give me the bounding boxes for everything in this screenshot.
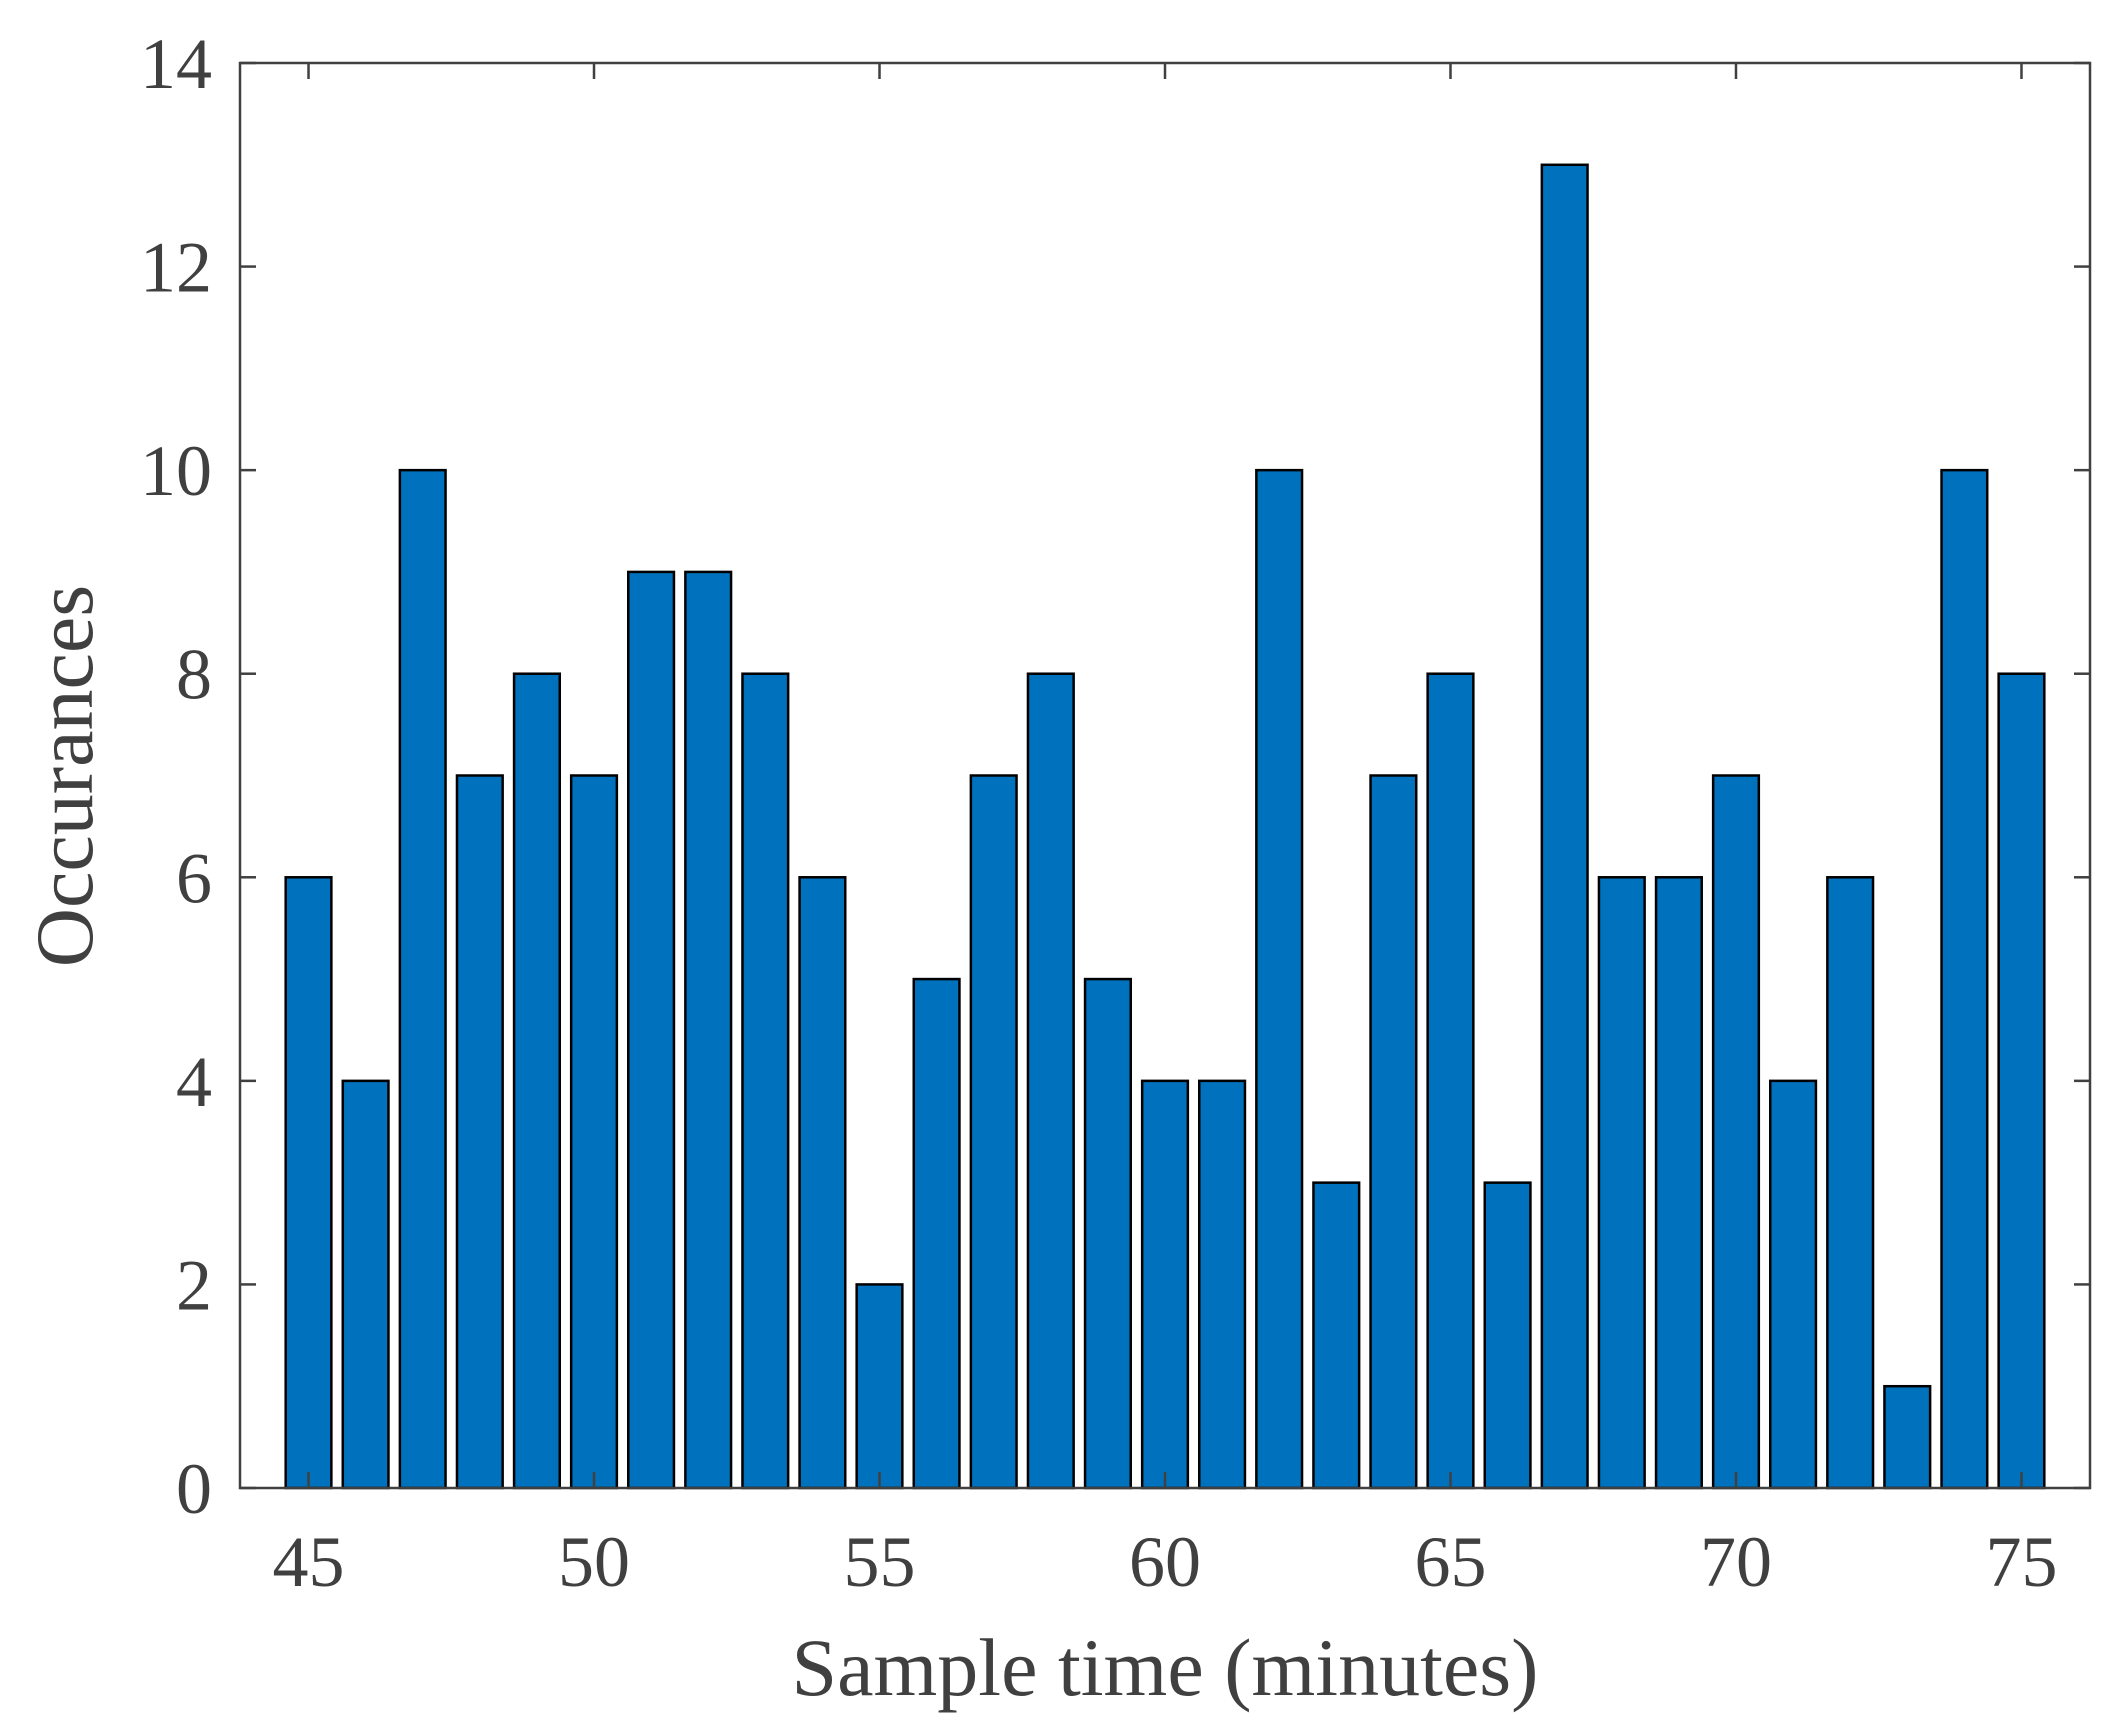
bar-66 bbox=[1483, 1181, 1532, 1490]
bar-71 bbox=[1768, 1079, 1818, 1490]
bar-68 bbox=[1597, 876, 1646, 1490]
bar-56 bbox=[912, 977, 961, 1490]
bar-67 bbox=[1540, 163, 1589, 1490]
x-tick-label-75: 75 bbox=[1985, 1522, 2057, 1602]
bar-47 bbox=[398, 468, 447, 1490]
x-tick-label-50: 50 bbox=[558, 1522, 630, 1602]
bar-65 bbox=[1426, 672, 1475, 1490]
ticks-group: 45 50 55 60 65 70 75 0 2 4 6 8 10 12 14 bbox=[140, 24, 2090, 1602]
bar-62 bbox=[1255, 468, 1304, 1490]
bar-55 bbox=[855, 1283, 904, 1490]
bar-46 bbox=[341, 1079, 390, 1490]
bar-72 bbox=[1826, 876, 1875, 1490]
bar-73 bbox=[1883, 1384, 1932, 1490]
x-tick-label-60: 60 bbox=[1129, 1522, 1201, 1602]
bar-50 bbox=[569, 774, 619, 1490]
x-tick-label-55: 55 bbox=[844, 1522, 916, 1602]
x-tick-label-65: 65 bbox=[1414, 1522, 1486, 1602]
bar-51 bbox=[627, 570, 676, 1490]
bar-54 bbox=[798, 876, 847, 1490]
y-axis-title: Occurances bbox=[19, 585, 110, 967]
bar-70 bbox=[1711, 774, 1761, 1490]
bar-48 bbox=[455, 774, 504, 1490]
labels-group: Sample time (minutes) Occurances bbox=[19, 585, 1538, 1713]
x-tick-label-45: 45 bbox=[273, 1522, 345, 1602]
y-tick-label-10: 10 bbox=[140, 431, 212, 511]
bar-63 bbox=[1312, 1181, 1361, 1490]
bar-45 bbox=[284, 876, 333, 1490]
y-tick-label-14: 14 bbox=[140, 24, 212, 104]
bar-60 bbox=[1140, 1079, 1190, 1490]
bar-58 bbox=[1026, 672, 1075, 1490]
bar-75 bbox=[1997, 672, 2046, 1490]
y-tick-label-0: 0 bbox=[176, 1449, 212, 1529]
y-tick-label-4: 4 bbox=[176, 1042, 212, 1122]
bar-49 bbox=[512, 672, 562, 1490]
bar-57 bbox=[969, 774, 1018, 1490]
y-tick-label-6: 6 bbox=[176, 838, 212, 918]
y-tick-label-12: 12 bbox=[140, 228, 212, 308]
bar-61 bbox=[1198, 1079, 1247, 1490]
bar-69 bbox=[1654, 876, 1703, 1490]
bars-group bbox=[284, 163, 2046, 1490]
y-tick-label-8: 8 bbox=[176, 635, 212, 715]
bar-59 bbox=[1083, 977, 1132, 1490]
bar-53 bbox=[741, 672, 790, 1490]
bar-64 bbox=[1369, 774, 1418, 1490]
y-tick-label-2: 2 bbox=[176, 1245, 212, 1325]
x-axis-title: Sample time (minutes) bbox=[792, 1622, 1539, 1713]
bar-74 bbox=[1940, 468, 1989, 1490]
bar-52 bbox=[684, 570, 733, 1490]
x-tick-label-70: 70 bbox=[1700, 1522, 1772, 1602]
